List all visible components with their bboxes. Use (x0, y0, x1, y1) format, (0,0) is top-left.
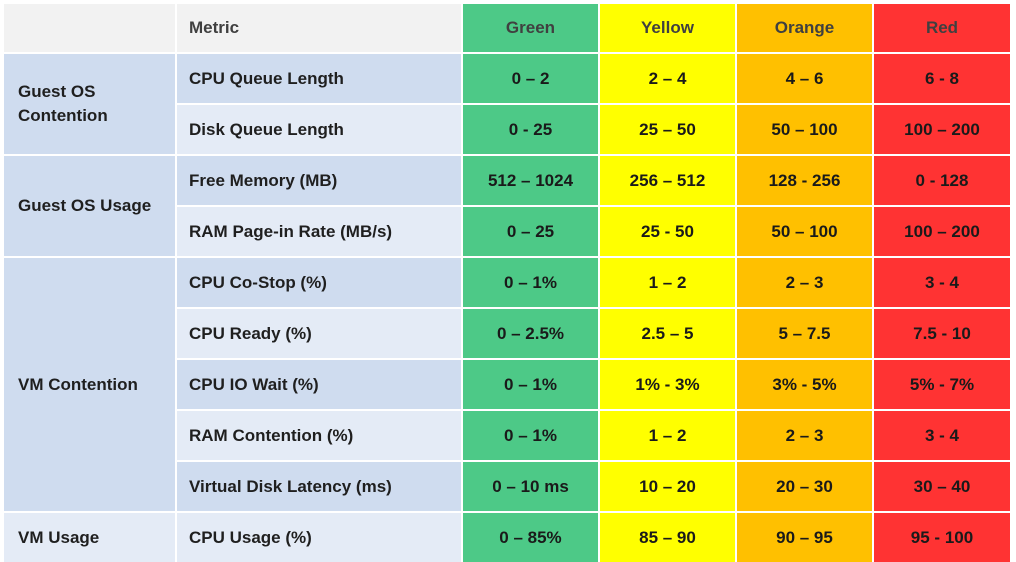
value-red: 6 - 8 (874, 54, 1010, 103)
value-yellow: 85 – 90 (600, 513, 735, 562)
category-guest-os-contention: Guest OS Contention (4, 54, 175, 154)
header-corner (4, 4, 175, 52)
value-orange: 2 – 3 (737, 411, 872, 460)
value-yellow: 10 – 20 (600, 462, 735, 511)
value-yellow: 1 – 2 (600, 411, 735, 460)
value-green: 0 – 2.5% (463, 309, 598, 358)
metric-ram-page-in-rate: RAM Page-in Rate (MB/s) (177, 207, 461, 256)
value-orange: 5 – 7.5 (737, 309, 872, 358)
value-red: 7.5 - 10 (874, 309, 1010, 358)
value-green: 0 – 2 (463, 54, 598, 103)
value-red: 3 - 4 (874, 258, 1010, 307)
value-yellow: 2.5 – 5 (600, 309, 735, 358)
value-red: 95 - 100 (874, 513, 1010, 562)
metric-cpu-usage: CPU Usage (%) (177, 513, 461, 562)
value-orange: 3% - 5% (737, 360, 872, 409)
value-orange: 50 – 100 (737, 105, 872, 154)
value-orange: 50 – 100 (737, 207, 872, 256)
value-yellow: 25 - 50 (600, 207, 735, 256)
header-orange: Orange (737, 4, 872, 52)
value-orange: 2 – 3 (737, 258, 872, 307)
value-green: 0 – 1% (463, 411, 598, 460)
value-yellow: 1% - 3% (600, 360, 735, 409)
value-red: 3 - 4 (874, 411, 1010, 460)
value-green: 512 – 1024 (463, 156, 598, 205)
value-yellow: 256 – 512 (600, 156, 735, 205)
metric-disk-queue-length: Disk Queue Length (177, 105, 461, 154)
threshold-table: Metric Green Yellow Orange Red Guest OS … (4, 4, 1010, 562)
value-green: 0 – 1% (463, 258, 598, 307)
metric-virtual-disk-latency: Virtual Disk Latency (ms) (177, 462, 461, 511)
value-red: 100 – 200 (874, 105, 1010, 154)
value-yellow: 1 – 2 (600, 258, 735, 307)
header-red: Red (874, 4, 1010, 52)
value-orange: 90 – 95 (737, 513, 872, 562)
value-red: 100 – 200 (874, 207, 1010, 256)
value-green: 0 – 25 (463, 207, 598, 256)
value-green: 0 – 85% (463, 513, 598, 562)
value-green: 0 – 1% (463, 360, 598, 409)
value-yellow: 2 – 4 (600, 54, 735, 103)
header-green: Green (463, 4, 598, 52)
value-orange: 128 - 256 (737, 156, 872, 205)
metric-cpu-co-stop: CPU Co-Stop (%) (177, 258, 461, 307)
metric-cpu-ready: CPU Ready (%) (177, 309, 461, 358)
category-vm-usage: VM Usage (4, 513, 175, 562)
metric-cpu-queue-length: CPU Queue Length (177, 54, 461, 103)
header-metric: Metric (177, 4, 461, 52)
category-guest-os-usage: Guest OS Usage (4, 156, 175, 256)
value-green: 0 - 25 (463, 105, 598, 154)
value-orange: 20 – 30 (737, 462, 872, 511)
value-orange: 4 – 6 (737, 54, 872, 103)
value-yellow: 25 – 50 (600, 105, 735, 154)
metric-ram-contention: RAM Contention (%) (177, 411, 461, 460)
value-red: 0 - 128 (874, 156, 1010, 205)
header-yellow: Yellow (600, 4, 735, 52)
value-red: 5% - 7% (874, 360, 1010, 409)
metric-free-memory: Free Memory (MB) (177, 156, 461, 205)
value-red: 30 – 40 (874, 462, 1010, 511)
metric-cpu-io-wait: CPU IO Wait (%) (177, 360, 461, 409)
category-vm-contention: VM Contention (4, 258, 175, 511)
value-green: 0 – 10 ms (463, 462, 598, 511)
